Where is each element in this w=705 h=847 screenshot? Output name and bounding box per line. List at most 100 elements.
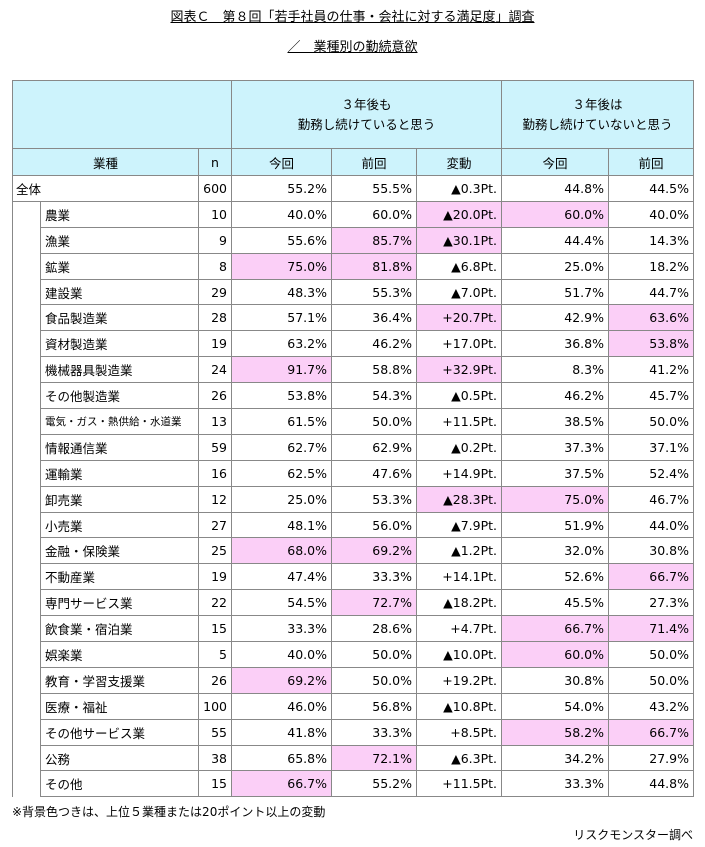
indent [12,201,41,797]
header-row: 業種 n 今回 前回 変動 今回 前回 [12,148,694,176]
value-cell: 47.4% [231,563,332,591]
table: ３年後も 勤務し続けていると思う ３年後は 勤務し続けていないと思う 業種 n 今回 前回 変動… [12,80,694,798]
column-header: 今回 [501,148,609,176]
group-header-line: 勤務し続けていると思う [297,116,436,132]
table-row: 建設業 29 48.3% 55.3% ▲7.0Pt. 51.7% 44.7% [13,278,694,306]
value-cell: 28.6% [331,615,417,643]
table-row: 運輸業 16 62.5% 47.6% +14.9Pt. 37.5% 52.4% [13,459,694,487]
n-cell: 8 [198,252,232,280]
value-cell: 40.0% [231,641,332,668]
title: 図表Ｃ 第８回「若手社員の仕事・会社に対する満足度」調査 [170,10,535,25]
value-cell: 50.0% [608,666,694,694]
value-cell: 25.0% [231,485,332,513]
value-cell: 27.9% [608,744,694,772]
row-label: 資材製造業 [40,330,199,358]
value-cell: +19.2Pt. [416,666,502,694]
value-cell: 32.0% [501,537,609,565]
value-cell: 55.2% [231,175,332,202]
value-cell: 37.3% [501,433,609,461]
table-row: 情報通信業 59 62.7% 62.9% ▲0.2Pt. 37.3% 37.1% [13,433,694,461]
value-cell: +11.5Pt. [416,408,502,435]
value-cell: 44.0% [608,511,694,539]
value-cell: 33.3% [331,718,417,746]
row-label: 全体 [12,175,199,202]
n-cell: 15 [198,615,232,643]
value-cell: 52.6% [501,563,609,591]
table-row: 卸売業 12 25.0% 53.3% ▲28.3Pt. 75.0% 46.7% [13,485,694,513]
row-label: 小売業 [40,511,199,539]
row-label: 情報通信業 [40,433,199,461]
value-cell: 56.8% [331,692,417,720]
value-cell: +4.7Pt. [416,615,502,643]
subtitle: ／ 業種別の勤続意欲 [287,40,418,55]
n-cell: 15 [198,770,232,798]
value-cell: 50.0% [331,666,417,694]
value-cell: 63.2% [231,330,332,358]
row-label: 公務 [40,744,199,772]
value-cell: 46.2% [331,330,417,358]
value-cell: ▲18.2Pt. [416,589,502,617]
table-row: 全体 600 55.2% 55.5% ▲0.3Pt. 44.8% 44.5% [12,175,694,202]
row-label: その他製造業 [40,382,199,410]
n-cell: 25 [198,537,232,565]
value-cell: 27.3% [608,589,694,617]
table-row: 金融・保険業 25 68.0% 69.2% ▲1.2Pt. 32.0% 30.8% [13,537,694,565]
source: リスクモンスター調べ [573,828,693,842]
n-cell: 26 [198,666,232,694]
value-cell: 66.7% [608,718,694,746]
value-cell: 75.0% [231,252,332,280]
value-cell: 62.9% [331,433,417,461]
value-cell: 25.0% [501,252,609,280]
value-cell: 66.7% [501,615,609,643]
table-row: 機械器具製造業 24 91.7% 58.8% +32.9Pt. 8.3% 41.2% [13,356,694,384]
header-row: ３年後も 勤務し続けていると思う ３年後は 勤務し続けていないと思う [12,80,694,149]
value-cell: 60.0% [501,200,609,228]
value-cell: 41.8% [231,718,332,746]
value-cell: 55.2% [331,770,417,798]
row-label: 医療・福祉 [40,692,199,720]
value-cell: +14.9Pt. [416,459,502,487]
row-label: 卸売業 [40,485,199,513]
value-cell: 91.7% [231,356,332,384]
table-row: 鉱業 8 75.0% 81.8% ▲6.8Pt. 25.0% 18.2% [13,252,694,280]
value-cell: 33.3% [501,770,609,798]
value-cell: 50.0% [331,408,417,435]
value-cell: ▲7.9Pt. [416,511,502,539]
value-cell: 55.5% [331,175,417,202]
row-label: 飲食業・宿泊業 [40,615,199,643]
value-cell: 30.8% [501,666,609,694]
value-cell: 66.7% [231,770,332,798]
value-cell: +8.5Pt. [416,718,502,746]
n-cell: 100 [198,692,232,720]
column-header: n [198,148,232,176]
value-cell: 40.0% [608,200,694,228]
value-cell: 42.9% [501,304,609,332]
row-label: その他サービス業 [40,718,199,746]
row-label: 娯楽業 [40,641,199,668]
value-cell: 54.5% [231,589,332,617]
value-cell: 81.8% [331,252,417,280]
group-header: ３年後も 勤務し続けていると思う [231,80,502,149]
table-row: その他製造業 26 53.8% 54.3% ▲0.5Pt. 46.2% 45.7% [13,382,694,410]
value-cell: 45.5% [501,589,609,617]
table-row: 公務 38 65.8% 72.1% ▲6.3Pt. 34.2% 27.9% [13,744,694,772]
row-label: その他 [40,770,199,798]
value-cell: 37.1% [608,433,694,461]
n-cell: 26 [198,382,232,410]
row-label: 鉱業 [40,252,199,280]
n-cell: 24 [198,356,232,384]
value-cell: ▲10.8Pt. [416,692,502,720]
header-blank [12,80,232,149]
n-cell: 600 [198,175,232,202]
value-cell: +17.0Pt. [416,330,502,358]
value-cell: 44.8% [501,175,609,202]
n-cell: 19 [198,330,232,358]
column-header: 前回 [608,148,694,176]
n-cell: 5 [198,641,232,668]
row-label: 運輸業 [40,459,199,487]
value-cell: ▲0.5Pt. [416,382,502,410]
value-cell: 46.2% [501,382,609,410]
row-label: 食品製造業 [40,304,199,332]
value-cell: 54.3% [331,382,417,410]
value-cell: 53.8% [231,382,332,410]
